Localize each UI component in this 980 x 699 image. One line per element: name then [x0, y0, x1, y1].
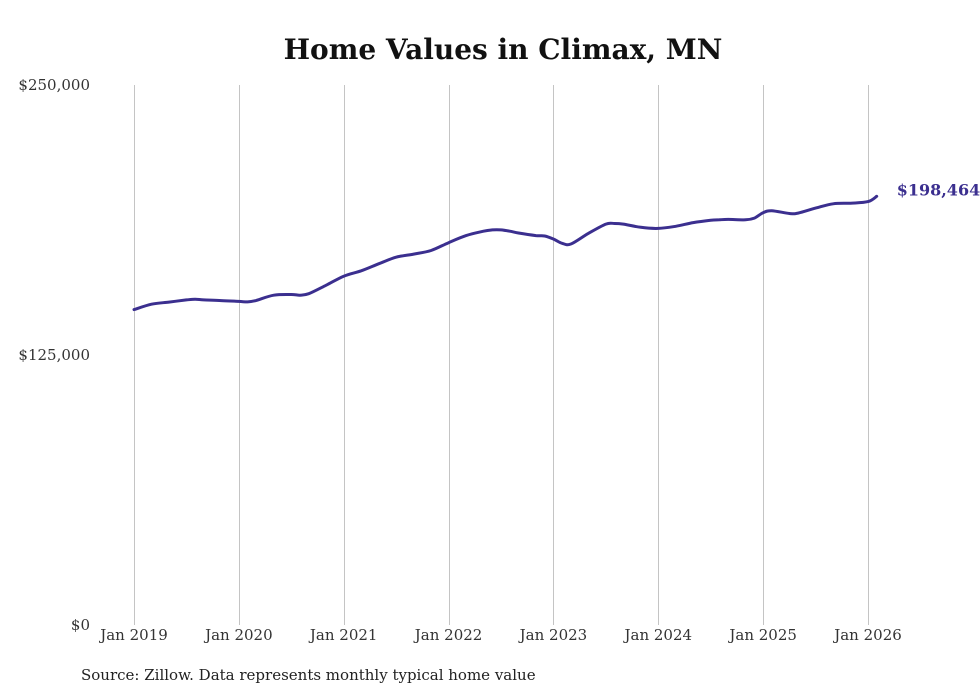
- x-tick-label: Jan 2022: [413, 626, 483, 644]
- y-tick-label: $250,000: [18, 76, 90, 94]
- x-tick-label: Jan 2024: [623, 626, 693, 644]
- y-tick-label: $0: [71, 616, 90, 634]
- chart-title: Home Values in Climax, MN: [284, 33, 723, 66]
- x-axis-ticks: Jan 2019 Jan 2020 Jan 2021 Jan 2022 Jan 2023…: [98, 626, 902, 644]
- x-tick-label: Jan 2021: [308, 626, 378, 644]
- x-tick-label: Jan 2020: [203, 626, 273, 644]
- gridlines: [134, 85, 869, 625]
- x-tick-label: Jan 2019: [98, 626, 168, 644]
- y-axis-ticks: $0 $125,000 $250,000: [18, 76, 90, 634]
- x-tick-label: Jan 2026: [832, 626, 902, 644]
- source-note: Source: Zillow. Data represents monthly …: [81, 666, 536, 684]
- end-value-label: $198,464: [897, 180, 980, 199]
- series-line: [132, 194, 879, 312]
- x-tick-label: Jan 2023: [518, 626, 588, 644]
- y-tick-label: $125,000: [18, 346, 90, 364]
- x-tick-label: Jan 2025: [727, 626, 797, 644]
- line-chart: Home Values in Climax, MN $0 $125,000 $250…: [18, 33, 980, 644]
